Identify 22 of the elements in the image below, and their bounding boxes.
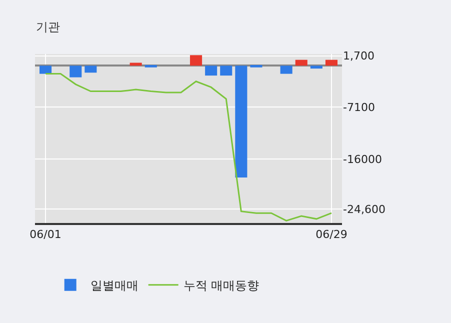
y-tick-label: -24,600	[343, 202, 386, 216]
bar	[40, 66, 52, 74]
bar	[84, 66, 97, 73]
bar	[130, 62, 142, 66]
bar	[220, 66, 232, 76]
bar	[70, 66, 82, 78]
x-tick-label: 06/01	[30, 228, 62, 242]
bar	[295, 60, 308, 66]
bar	[280, 66, 292, 74]
y-tick-label: -16000	[343, 152, 382, 166]
y-tick-label: -7100	[343, 100, 375, 114]
bar	[235, 66, 248, 178]
legend-label: 누적 매매동향	[183, 278, 260, 292]
bar	[205, 66, 218, 76]
y-tick-label: 1,700	[343, 50, 374, 63]
bar	[310, 66, 322, 69]
x-tick-label: 06/29	[316, 228, 348, 242]
bar	[190, 55, 202, 66]
bar	[325, 60, 338, 66]
line-series	[44, 73, 332, 222]
legend-label: 일별매매	[90, 278, 138, 292]
chart-title: 기관	[36, 20, 60, 34]
